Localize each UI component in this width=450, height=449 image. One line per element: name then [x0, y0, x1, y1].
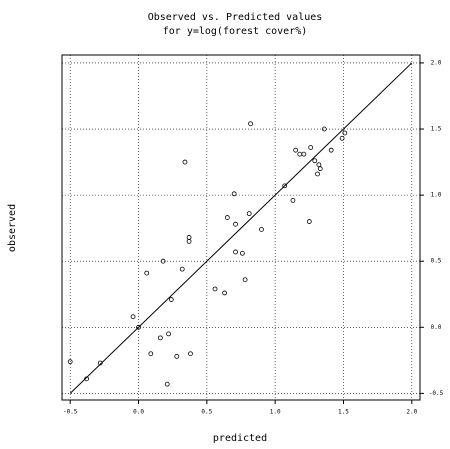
data-point: [179, 266, 185, 272]
y-tick-label: 1.0: [431, 192, 442, 199]
y-tick-label: 0.0: [431, 324, 442, 331]
x-tick-label: 1.0: [270, 409, 281, 416]
x-tick-label: 1.5: [338, 409, 349, 416]
reference-line: [69, 62, 413, 394]
data-point: [166, 331, 171, 337]
data-point: [182, 159, 188, 165]
data-point: [248, 121, 253, 127]
data-point: [290, 198, 296, 203]
data-point: [168, 297, 174, 302]
x-tick-label: 2.0: [406, 409, 417, 416]
data-point: [301, 151, 307, 157]
x-axis-label: predicted: [213, 433, 267, 444]
data-point: [316, 162, 322, 168]
data-point: [160, 258, 166, 264]
data-point: [315, 171, 320, 177]
data-point: [308, 145, 314, 150]
data-point: [130, 314, 136, 320]
data-point: [84, 376, 89, 382]
x-tick-label: 0.5: [201, 409, 212, 416]
y-tick-label: -0.5: [429, 390, 444, 397]
data-point: [188, 351, 193, 357]
y-tick-label: 2.0: [431, 59, 442, 66]
data-point: [97, 360, 103, 366]
data-point: [328, 147, 334, 153]
data-point: [157, 335, 163, 341]
data-point: [222, 290, 228, 296]
data-point: [224, 215, 230, 220]
data-point: [231, 191, 237, 197]
data-point: [164, 381, 170, 387]
data-point: [282, 183, 288, 189]
data-point: [233, 249, 238, 255]
data-point: [212, 286, 218, 292]
data-point: [246, 211, 252, 217]
data-point: [297, 151, 303, 157]
data-point: [148, 351, 154, 357]
data-point: [174, 353, 180, 359]
data-point: [321, 126, 327, 132]
data-point: [186, 238, 192, 244]
y-axis-label: observed: [7, 204, 18, 252]
plot-frame: [61, 54, 421, 401]
data-point: [293, 147, 299, 153]
data-point: [239, 250, 245, 256]
data-point: [342, 130, 348, 136]
data-point: [136, 324, 141, 330]
chart-title: Observed vs. Predicted values: [148, 12, 323, 23]
data-point: [259, 227, 264, 232]
data-point: [233, 221, 238, 227]
y-tick-label: 1.5: [431, 126, 442, 133]
x-tick-label: 0.0: [133, 409, 144, 416]
data-point: [312, 158, 318, 164]
data-point: [67, 359, 73, 365]
y-tick-label: 0.5: [431, 258, 442, 265]
data-point: [242, 277, 248, 283]
data-point: [339, 135, 345, 141]
data-point: [186, 235, 192, 240]
x-tick-label: -0.5: [63, 409, 78, 416]
data-point: [317, 166, 323, 172]
chart-subtitle: for y=log(forest cover%): [163, 26, 308, 37]
data-point: [144, 270, 150, 276]
data-point: [306, 219, 312, 224]
